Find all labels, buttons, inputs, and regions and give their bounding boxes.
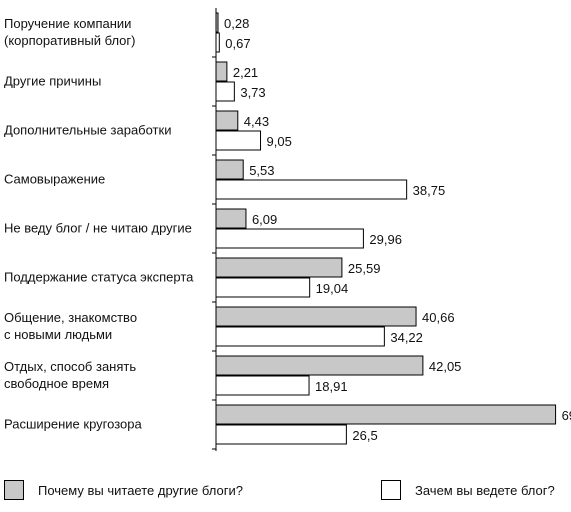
bar-write xyxy=(215,277,311,298)
bar-read xyxy=(215,257,343,278)
data-label: 25,59 xyxy=(348,261,381,276)
legend-item-write: Зачем вы ведете блог? xyxy=(381,480,555,500)
category-label: Не веду блог / не читаю другие xyxy=(4,221,192,236)
category-label: Дополнительные заработки xyxy=(4,123,171,138)
bar-write xyxy=(215,32,220,53)
data-label: 19,04 xyxy=(316,281,349,296)
bar-write xyxy=(215,228,364,249)
legend-swatch-write xyxy=(381,480,401,500)
data-label: 2,21 xyxy=(233,65,258,80)
data-label: 38,75 xyxy=(413,183,446,198)
bar-read xyxy=(215,110,239,131)
legend: Почему вы читаете другие блоги? Зачем вы… xyxy=(0,480,571,510)
bar-read xyxy=(215,61,228,82)
category-label: Поручение компании xyxy=(4,16,131,31)
data-label: 69,02 xyxy=(562,408,571,423)
bar-write xyxy=(215,424,347,445)
legend-label-write: Зачем вы ведете блог? xyxy=(415,482,555,498)
data-label: 18,91 xyxy=(315,379,348,394)
data-label: 0,28 xyxy=(224,16,249,31)
category-label: Другие причины xyxy=(4,74,101,89)
category-label: свободное время xyxy=(4,376,109,391)
data-label: 42,05 xyxy=(429,359,462,374)
data-label: 0,67 xyxy=(225,36,250,51)
category-label: Самовыражение xyxy=(4,172,105,187)
legend-label-read: Почему вы читаете другие блоги? xyxy=(38,482,243,498)
bar-write xyxy=(215,375,310,396)
bar-chart: Поручение компании (корпоративный блог) 0,… xyxy=(4,8,571,451)
category-label: Отдых, способ занять xyxy=(4,359,136,374)
data-label: 26,5 xyxy=(352,428,377,443)
bar-write xyxy=(215,326,385,347)
category-label: (корпоративный блог) xyxy=(4,33,135,48)
category-label: Поддержание статуса эксперта xyxy=(4,270,194,285)
data-label: 34,22 xyxy=(390,330,423,345)
bar-write xyxy=(215,179,408,200)
bar-read xyxy=(215,306,417,327)
data-label: 4,43 xyxy=(244,114,269,129)
bar-read xyxy=(215,208,247,229)
data-label: 5,53 xyxy=(249,163,274,178)
data-label: 6,09 xyxy=(252,212,277,227)
category-label: Общение, знакомство xyxy=(4,310,137,325)
bar-write xyxy=(215,81,235,102)
data-label: 40,66 xyxy=(422,310,455,325)
data-label: 9,05 xyxy=(267,134,292,149)
bar-write xyxy=(215,130,262,151)
legend-swatch-read xyxy=(4,480,24,500)
category-label: с новыми людьми xyxy=(4,327,112,342)
data-label: 3,73 xyxy=(240,85,265,100)
data-label: 29,96 xyxy=(369,232,402,247)
bar-read xyxy=(215,12,219,33)
bar-read xyxy=(215,404,557,425)
bar-read xyxy=(215,159,244,180)
bar-read xyxy=(215,355,424,376)
category-label: Расширение кругозора xyxy=(4,417,142,432)
legend-item-read: Почему вы читаете другие блоги? xyxy=(4,480,243,500)
